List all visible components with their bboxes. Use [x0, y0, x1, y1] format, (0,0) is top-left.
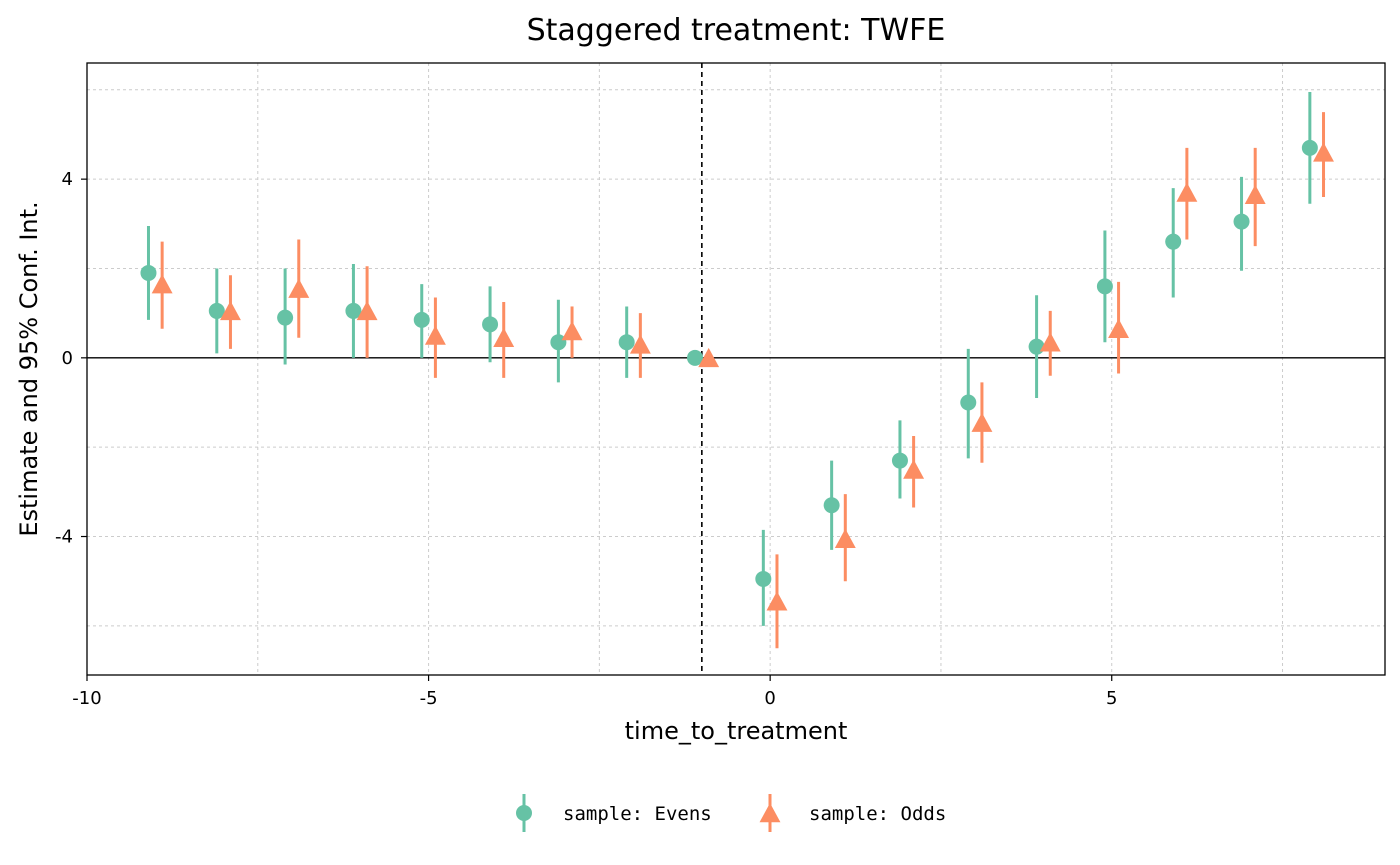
- data-marks: [140, 92, 1334, 649]
- point-evens: [891, 452, 908, 469]
- y-axis-label: Estimate and 95% Conf. Int.: [15, 201, 43, 536]
- point-odds: [698, 347, 720, 368]
- x-tick-label: -5: [420, 688, 438, 709]
- legend-label: sample: Odds: [809, 803, 946, 825]
- point-evens: [823, 497, 840, 514]
- point-evens: [1096, 278, 1113, 295]
- point-odds: [1039, 332, 1061, 352]
- point-odds: [1313, 142, 1334, 162]
- x-tick-label: -10: [72, 688, 101, 709]
- y-tick-label: -4: [55, 527, 73, 548]
- point-odds: [493, 327, 515, 347]
- point-evens: [687, 349, 704, 366]
- point-odds: [766, 591, 788, 611]
- y-tick-label: 4: [62, 169, 73, 190]
- point-evens: [755, 570, 772, 587]
- point-evens: [1301, 139, 1318, 156]
- point-odds: [424, 325, 446, 345]
- reference-lines: [87, 63, 1385, 675]
- point-odds: [903, 459, 925, 479]
- point-evens: [208, 302, 225, 319]
- point-odds: [356, 300, 378, 321]
- point-evens: [550, 334, 567, 351]
- point-evens: [482, 316, 499, 333]
- point-odds: [629, 334, 651, 354]
- grid: [87, 63, 1385, 675]
- point-evens: [345, 302, 362, 319]
- point-odds: [1176, 182, 1198, 202]
- point-odds: [834, 528, 856, 549]
- point-odds: [220, 300, 241, 321]
- legend-key-circle: [516, 805, 532, 821]
- point-evens: [413, 311, 430, 328]
- point-odds: [971, 412, 993, 432]
- chart-title: Staggered treatment: TWFE: [527, 13, 946, 48]
- legend: sample: Evens sample: Odds: [516, 794, 946, 832]
- point-evens: [1233, 213, 1250, 230]
- point-evens: [1028, 338, 1045, 355]
- point-evens: [960, 394, 977, 411]
- point-evens: [140, 264, 157, 281]
- y-tick-label: 0: [62, 348, 73, 369]
- point-odds: [1108, 318, 1130, 339]
- point-odds: [561, 321, 583, 341]
- point-odds: [151, 274, 173, 294]
- point-evens: [277, 309, 294, 326]
- point-evens: [618, 334, 635, 351]
- legend-key-triangle: [759, 803, 781, 823]
- x-tick-label: 5: [1106, 688, 1117, 709]
- point-odds: [1244, 184, 1266, 205]
- x-axis-label: time_to_treatment: [625, 717, 848, 745]
- point-evens: [1165, 233, 1182, 250]
- axis-ticks: -10 -5 0 5 -4 0 4: [55, 169, 1117, 709]
- x-tick-label: 0: [764, 688, 775, 709]
- legend-label: sample: Evens: [563, 803, 712, 825]
- plot-panel: [86, 62, 1386, 676]
- point-odds: [288, 278, 310, 298]
